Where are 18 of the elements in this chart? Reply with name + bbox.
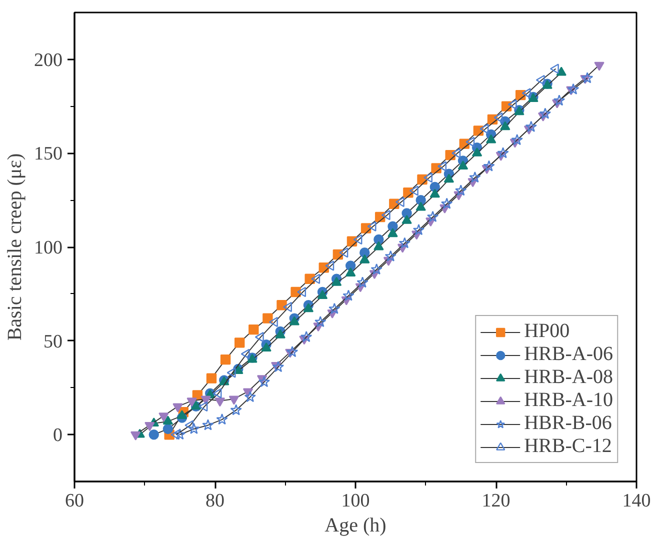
legend-label: HBR-B-06 bbox=[524, 412, 612, 435]
legend-label: HP00 bbox=[524, 320, 570, 343]
y-tick-label: 100 bbox=[34, 238, 62, 258]
legend-label: HRB-C-12 bbox=[524, 435, 612, 458]
legend-label: HRB-A-08 bbox=[524, 366, 613, 389]
x-axis-title: Age (h) bbox=[324, 514, 386, 536]
x-tick-label: 60 bbox=[65, 490, 84, 512]
x-tick-label: 140 bbox=[622, 490, 651, 512]
x-tick-label: 80 bbox=[206, 490, 224, 512]
legend-label: HRB-A-06 bbox=[524, 343, 613, 366]
y-tick-label: 150 bbox=[34, 144, 62, 165]
y-tick-label: 50 bbox=[44, 331, 62, 352]
legend-label: HRB-A-10 bbox=[524, 389, 613, 412]
y-axis-title: Basic tensile creep (με) bbox=[4, 153, 26, 341]
x-tick-label: 120 bbox=[482, 490, 510, 512]
y-tick-label: 0 bbox=[53, 425, 62, 446]
y-tick-label: 200 bbox=[34, 50, 62, 71]
x-tick-label: 100 bbox=[341, 490, 370, 512]
